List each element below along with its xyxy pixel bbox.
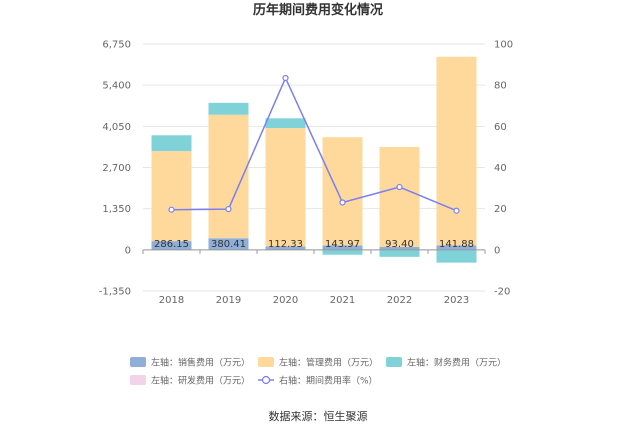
rate-point <box>225 205 232 213</box>
bar-segment <box>265 118 306 129</box>
rate-point <box>453 207 460 214</box>
data-label: 143.97 <box>325 239 360 250</box>
rate-point <box>396 183 403 191</box>
bar-segment <box>151 135 192 152</box>
rate-point <box>282 74 289 82</box>
rate-line-path <box>171 76 457 212</box>
x-tick-label: 2019 <box>216 295 241 306</box>
bar-segment <box>322 249 363 255</box>
legend-line-marker <box>261 375 271 385</box>
data-label: 286.15 <box>154 239 189 250</box>
right-tick-label: 100 <box>494 40 513 51</box>
x-axis: 2018 2019 2020 2021 2022 2023 <box>142 249 486 306</box>
bar-segment <box>436 249 477 263</box>
bar-segment <box>208 102 249 115</box>
x-tick-label: 2020 <box>273 295 298 306</box>
left-tick-label: 1,350 <box>102 204 131 215</box>
left-axis: 6,750 5,400 4,050 2,700 1,350 0 -1,350 <box>99 40 131 298</box>
rate-line <box>168 74 460 214</box>
right-tick-label: 80 <box>494 81 507 92</box>
bar-segment <box>151 241 192 250</box>
legend-swatch <box>258 357 274 367</box>
bar-segment <box>436 56 477 246</box>
right-axis: 100 80 60 40 20 0 -20 <box>494 40 513 298</box>
bar-segment <box>265 246 306 250</box>
bar-segment <box>322 137 363 246</box>
left-tick-label: 4,050 <box>102 122 131 133</box>
bar-segment <box>322 245 363 250</box>
rate-point <box>339 199 346 206</box>
chart-title: 历年期间费用变化情况 <box>253 2 383 18</box>
legend-swatch <box>130 375 146 385</box>
bar-segment <box>208 238 249 250</box>
right-tick-label: 60 <box>494 122 507 133</box>
left-tick-label: 5,400 <box>102 81 131 92</box>
right-tick-label: -20 <box>494 287 510 298</box>
legend-label: 左轴：管理费用（万元） <box>279 357 378 369</box>
data-label: 112.33 <box>268 239 303 250</box>
x-tick-label: 2018 <box>159 295 184 306</box>
right-tick-label: 0 <box>494 245 500 256</box>
bar-segment <box>436 245 477 250</box>
x-tick-label: 2021 <box>330 295 355 306</box>
bar-segment <box>208 114 249 239</box>
right-tick-label: 20 <box>494 204 507 215</box>
data-label: 141.88 <box>439 239 474 250</box>
rate-point <box>168 206 175 213</box>
bar-segment <box>379 249 420 257</box>
legend: 左轴：销售费用（万元） 左轴：管理费用（万元） 左轴：财务费用（万元） 左轴：研发费用… <box>130 357 506 387</box>
source-note: 数据来源：恒生聚源 <box>269 409 368 423</box>
bar-segment <box>151 151 192 242</box>
data-label: 380.41 <box>211 239 246 250</box>
bar-segment <box>265 128 306 247</box>
gridlines <box>143 43 485 292</box>
left-tick-label: 2,700 <box>102 163 131 174</box>
right-tick-label: 40 <box>494 163 507 174</box>
legend-swatch <box>130 357 146 367</box>
data-label: 93.40 <box>385 239 414 250</box>
bar-segment <box>379 246 420 250</box>
legend-swatch <box>386 357 402 367</box>
x-tick-label: 2023 <box>444 295 469 306</box>
legend-label: 左轴：研发费用（万元） <box>151 375 250 387</box>
bars <box>151 56 477 263</box>
bar-segment <box>379 146 420 247</box>
legend-label: 右轴：期间费用率（%） <box>279 375 378 387</box>
data-labels: 286.15 380.41 112.33 143.97 93.40 141.88 <box>154 239 474 250</box>
x-tick-label: 2022 <box>387 295 412 306</box>
legend-label: 左轴：销售费用（万元） <box>151 357 250 369</box>
legend-label: 左轴：财务费用（万元） <box>407 357 506 369</box>
left-tick-label: 0 <box>125 245 131 256</box>
left-tick-label: 6,750 <box>102 40 131 51</box>
left-tick-label: -1,350 <box>99 287 131 298</box>
